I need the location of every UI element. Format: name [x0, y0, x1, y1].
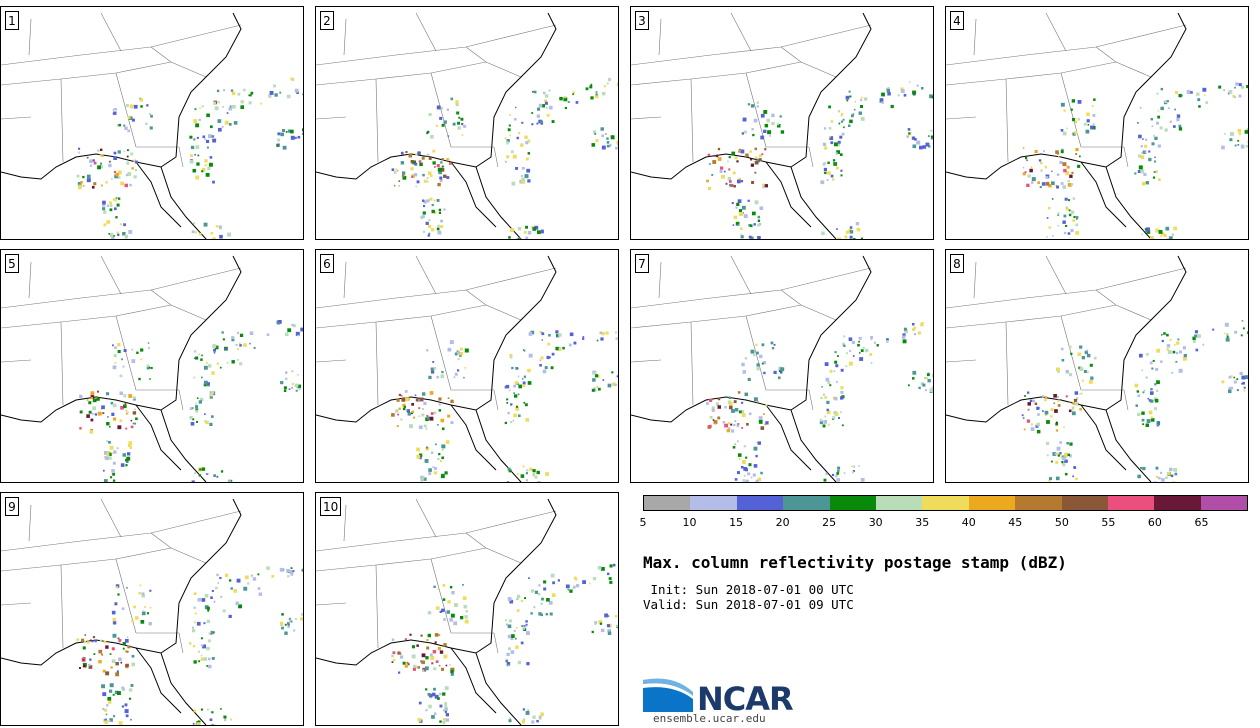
reflectivity-map [316, 12, 618, 239]
member-panel: 9 [0, 492, 304, 726]
colorbar-tick: 30 [868, 516, 883, 529]
init-time: Init: Sun 2018-07-01 00 UTC [643, 582, 854, 597]
colorbar-bin [644, 496, 691, 510]
reflectivity-map [316, 255, 618, 482]
colorbar-tick: 45 [1008, 516, 1023, 529]
member-panel: 2 [315, 6, 619, 240]
member-number: 2 [320, 11, 334, 30]
colorbar-tick: 10 [682, 516, 697, 529]
colorbar-bin [783, 496, 830, 510]
member-panel: 4 [945, 6, 1249, 240]
member-panel: 6 [315, 249, 619, 483]
member-number: 1 [5, 11, 19, 30]
colorbar-tick: 15 [729, 516, 744, 529]
reflectivity-map [631, 12, 933, 239]
figure-title: Max. column reflectivity postage stamp (… [643, 553, 1067, 572]
colorbar-bin [1154, 496, 1201, 510]
reflectivity-map [631, 255, 933, 482]
member-number: 3 [635, 11, 649, 30]
reflectivity-map [1, 12, 303, 239]
colorbar-tick: 60 [1147, 516, 1162, 529]
reflectivity-map [1, 255, 303, 482]
colorbar-tick: 55 [1101, 516, 1116, 529]
valid-time: Valid: Sun 2018-07-01 09 UTC [643, 597, 854, 612]
colorbar-bin [922, 496, 969, 510]
member-panel: 5 [0, 249, 304, 483]
member-panel: 10 [315, 492, 619, 726]
member-number: 7 [635, 254, 649, 273]
member-number: 6 [320, 254, 334, 273]
member-number: 4 [950, 11, 964, 30]
colorbar-tick: 5 [639, 516, 647, 529]
colorbar-tick: 65 [1194, 516, 1209, 529]
colorbar-tick: 20 [775, 516, 790, 529]
colorbar-tick: 25 [822, 516, 837, 529]
member-number: 10 [320, 497, 342, 516]
colorbar-bin [1200, 496, 1248, 510]
reflectivity-colorbar [643, 495, 1248, 511]
ncar-logo-text: NCAR [697, 680, 794, 718]
colorbar-bin [736, 496, 784, 510]
colorbar-bin [1061, 496, 1108, 510]
member-number: 5 [5, 254, 19, 273]
member-number: 9 [5, 497, 19, 516]
logo-url: ensemble.ucar.edu [653, 712, 766, 725]
colorbar-tick: 40 [961, 516, 976, 529]
reflectivity-map [316, 498, 618, 725]
colorbar-bin [875, 496, 923, 510]
member-panel: 1 [0, 6, 304, 240]
colorbar-tick-labels: 5 10 15 20 25 30 35 40 45 50 55 60 65 [639, 516, 1209, 530]
member-panel: 7 [630, 249, 934, 483]
colorbar-bin [829, 496, 876, 510]
member-number: 8 [950, 254, 964, 273]
colorbar-bin [1015, 496, 1062, 510]
ncar-logo-icon [643, 678, 693, 712]
reflectivity-map [946, 12, 1248, 239]
colorbar-tick: 35 [915, 516, 930, 529]
colorbar-bin [968, 496, 1016, 510]
member-panel: 8 [945, 249, 1249, 483]
member-panel: 3 [630, 6, 934, 240]
reflectivity-map [1, 498, 303, 725]
colorbar-bin [690, 496, 737, 510]
colorbar-tick: 50 [1054, 516, 1069, 529]
reflectivity-map [946, 255, 1248, 482]
colorbar-bin [1107, 496, 1155, 510]
